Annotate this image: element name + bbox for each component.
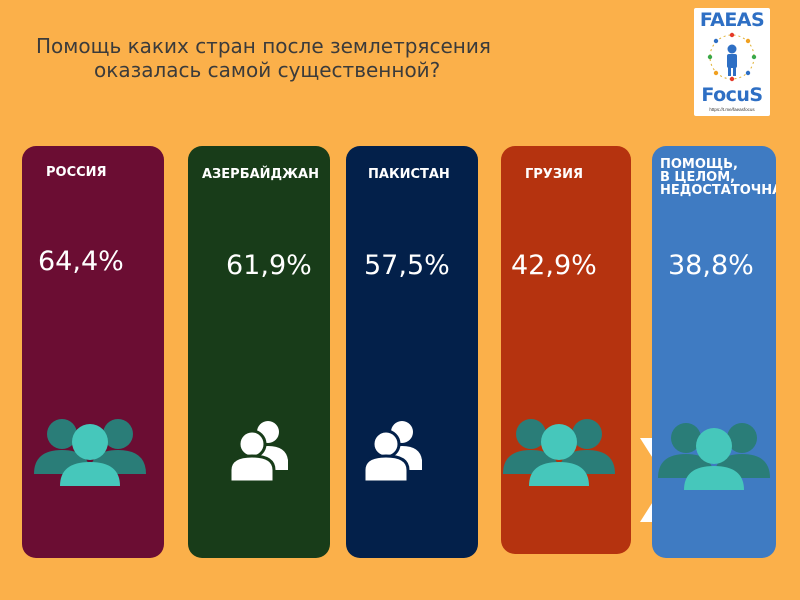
bar-card: ГРУЗИЯ 42,9% — [501, 146, 631, 554]
group-three-icon — [503, 419, 615, 486]
logo-url: https://t.me/faeasfocus — [709, 107, 755, 112]
value-label: 38,8% — [668, 250, 754, 281]
bar-card: АЗЕРБАЙДЖАН 61,9% — [188, 146, 330, 558]
value-label: 61,9% — [226, 250, 312, 281]
chart-title: Помощь каких стран после землетрясения о… — [36, 34, 556, 82]
category-label: ПОМОЩЬ, В ЦЕЛОМ, НЕДОСТАТОЧНА — [660, 157, 776, 198]
chart-title-line-2: оказалась самой существенной? — [94, 58, 441, 82]
logo-figures-icon — [707, 32, 757, 82]
faeas-focus-logo: FAEAS FocuS https://t.me/faeasfocus — [694, 8, 770, 116]
logo-bottom-text: FocuS — [701, 84, 763, 106]
value-label: 64,4% — [38, 246, 124, 277]
value-label: 42,9% — [511, 250, 597, 281]
group-three-icon — [34, 419, 146, 486]
value-label: 57,5% — [364, 250, 450, 281]
chart-title-line-1: Помощь каких стран после землетрясения — [36, 34, 491, 58]
bar-card: РОССИЯ 64,4% — [22, 146, 164, 558]
logo-top-text: FAEAS — [699, 9, 765, 31]
people-pair-icon — [228, 421, 288, 484]
category-label: ГРУЗИЯ — [525, 167, 583, 182]
bar-card: ПАКИСТАН 57,5% — [346, 146, 478, 558]
category-label: ПАКИСТАН — [368, 167, 450, 182]
people-pair-icon — [362, 421, 422, 484]
group-three-icon — [658, 423, 770, 490]
category-label: АЗЕРБАЙДЖАН — [202, 167, 319, 182]
bar-card: ПОМОЩЬ, В ЦЕЛОМ, НЕДОСТАТОЧНА 38,8% — [652, 146, 776, 558]
decorative-arrow-shapes — [640, 438, 654, 522]
category-label: РОССИЯ — [46, 165, 107, 180]
